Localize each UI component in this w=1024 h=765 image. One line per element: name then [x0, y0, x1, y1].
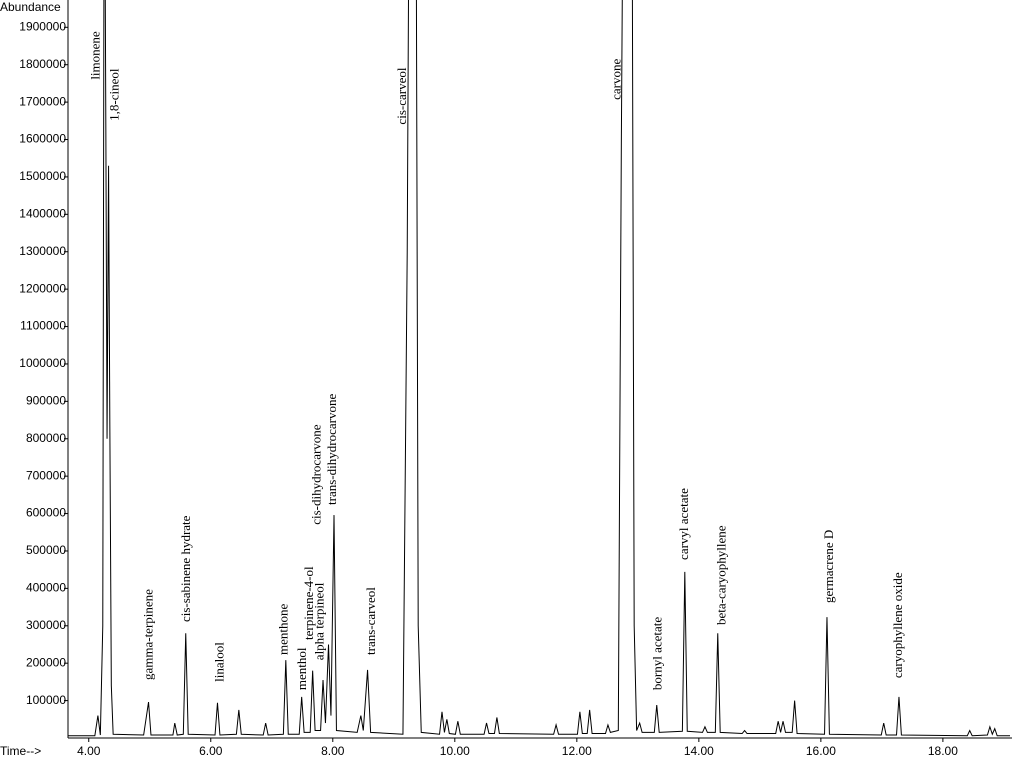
peak-label: linalool	[212, 642, 227, 682]
y-tick-label: 1400000	[19, 207, 66, 221]
peak-label: cis-carveol	[394, 67, 409, 124]
x-axis-label: Time-->	[0, 744, 41, 758]
y-tick-label: 500000	[26, 543, 66, 557]
trace-line	[68, 0, 1010, 737]
peak-label: alpha terpineol	[312, 582, 327, 660]
y-tick-label: 100000	[26, 693, 66, 707]
y-tick-label: 1900000	[19, 19, 66, 33]
y-tick-label: 1300000	[19, 244, 66, 258]
y-axis-label: Abundance	[0, 0, 61, 14]
peak-label: carvone	[609, 59, 624, 100]
peak-label: terpinene-4-ol	[301, 566, 316, 640]
y-tick-label: 1500000	[19, 169, 66, 183]
peak-label: trans-dihydrocarvone	[324, 394, 339, 505]
peak-label: beta-caryophyllene	[714, 525, 729, 625]
x-tick-label: 18.00	[928, 744, 958, 758]
y-tick-label: 900000	[26, 394, 66, 408]
y-tick-label: 1100000	[20, 319, 66, 333]
y-tick-label: 200000	[26, 655, 66, 669]
y-tick-label: 600000	[26, 506, 66, 520]
y-tick-label: 300000	[26, 618, 66, 632]
plot-area	[68, 0, 1010, 737]
peak-label: cis-dihydrocarvone	[309, 424, 324, 525]
y-tick-label: 1000000	[19, 356, 66, 370]
x-tick-label: 12.00	[562, 744, 592, 758]
peak-label: menthol	[294, 647, 309, 690]
y-tick-label: 1800000	[19, 57, 66, 71]
peak-label: cis-sabinene hydrate	[178, 515, 193, 622]
peak-label: gamma-terpinene	[141, 589, 156, 680]
y-tick-label: 1600000	[19, 132, 66, 146]
y-tick-label: 800000	[26, 431, 66, 445]
y-tick-label: 400000	[26, 581, 66, 595]
x-tick-label: 14.00	[684, 744, 714, 758]
peak-label: trans-carveol	[363, 587, 378, 655]
peak-label: 1,8-cineol	[107, 68, 122, 121]
x-tick-label: 10.00	[440, 744, 470, 758]
x-tick-label: 8.00	[321, 744, 345, 758]
y-tick-label: 1200000	[19, 281, 66, 295]
y-tick-label: 700000	[26, 468, 66, 482]
x-tick-label: 6.00	[199, 744, 223, 758]
peak-label: carvyl acetate	[676, 488, 691, 560]
peak-label: bornyl acetate	[650, 617, 665, 690]
y-tick-label: 1700000	[19, 94, 66, 108]
peak-label: limonene	[88, 31, 103, 80]
peak-label: menthone	[276, 603, 291, 654]
x-tick-label: 4.00	[77, 744, 101, 758]
peak-label: germacrene D	[821, 530, 836, 603]
x-tick-label: 16.00	[806, 744, 836, 758]
peak-label: caryophyllene oxide	[890, 572, 905, 678]
